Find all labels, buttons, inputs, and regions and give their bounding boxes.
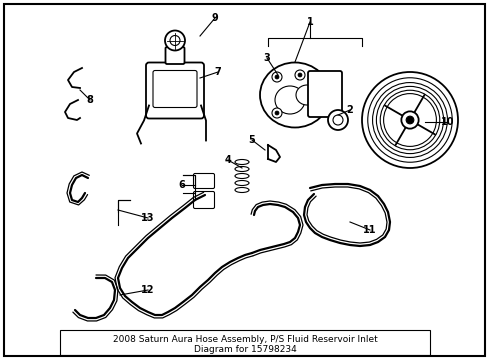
Ellipse shape [235,174,248,179]
Circle shape [372,82,447,157]
Circle shape [406,116,413,124]
Ellipse shape [235,180,248,185]
Circle shape [274,111,279,115]
FancyBboxPatch shape [193,174,214,189]
Circle shape [376,86,443,154]
Circle shape [380,90,439,150]
Text: 13: 13 [141,213,154,223]
Text: 2: 2 [346,105,353,115]
Ellipse shape [274,86,305,114]
Circle shape [294,70,305,80]
Text: 11: 11 [363,225,376,235]
Text: Diagram for 15798234: Diagram for 15798234 [193,345,296,354]
FancyBboxPatch shape [153,71,197,108]
Text: 9: 9 [211,13,218,23]
Circle shape [297,73,302,77]
Text: 10: 10 [440,117,454,127]
FancyBboxPatch shape [60,330,429,355]
Circle shape [332,115,342,125]
Ellipse shape [260,63,329,127]
Text: 12: 12 [141,285,154,295]
FancyBboxPatch shape [146,63,203,118]
Text: 8: 8 [86,95,93,105]
Circle shape [170,36,180,45]
Text: 7: 7 [214,67,221,77]
Ellipse shape [295,85,317,105]
Circle shape [383,94,435,147]
Circle shape [361,72,457,168]
Circle shape [274,75,279,79]
FancyBboxPatch shape [193,192,214,208]
Text: 3: 3 [263,53,270,63]
FancyBboxPatch shape [165,47,184,64]
Circle shape [327,110,347,130]
Circle shape [164,31,184,50]
FancyBboxPatch shape [307,71,341,117]
Text: 4: 4 [224,155,231,165]
Circle shape [271,108,282,118]
Ellipse shape [235,166,248,171]
Text: 1: 1 [306,17,313,27]
Ellipse shape [235,159,248,165]
Text: 6: 6 [178,180,185,190]
Text: 2008 Saturn Aura Hose Assembly, P/S Fluid Reservoir Inlet: 2008 Saturn Aura Hose Assembly, P/S Flui… [112,334,377,343]
Circle shape [401,111,418,129]
Circle shape [271,72,282,82]
Circle shape [367,78,451,162]
Text: 5: 5 [248,135,255,145]
Ellipse shape [235,188,248,193]
